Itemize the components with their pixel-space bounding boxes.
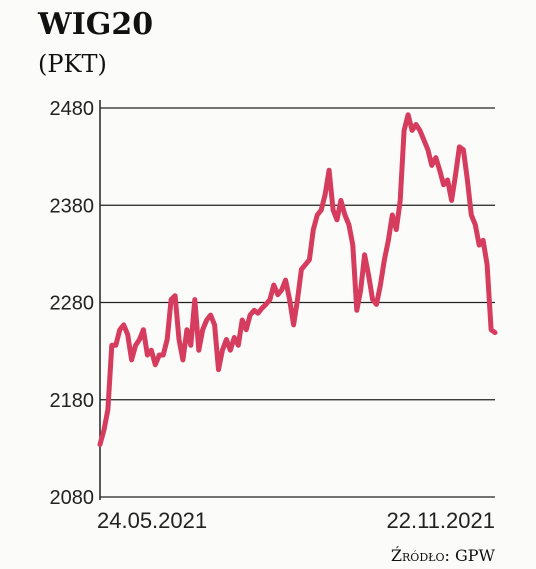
source: Źródło: GPW	[391, 545, 496, 565]
chart-subtitle: (PKT)	[38, 50, 107, 78]
y-tick-label: 2080	[50, 487, 95, 509]
x-tick-label: 24.05.2021	[97, 508, 207, 533]
y-tick-label: 2480	[50, 98, 95, 120]
y-tick-label: 2380	[50, 195, 95, 217]
line	[97, 112, 498, 447]
x-tick-label: 22.11.2021	[387, 508, 495, 533]
y-tick-label: 2180	[50, 390, 95, 412]
chart-title: WIG20	[37, 7, 153, 42]
y-tick-label: 2280	[50, 293, 95, 315]
